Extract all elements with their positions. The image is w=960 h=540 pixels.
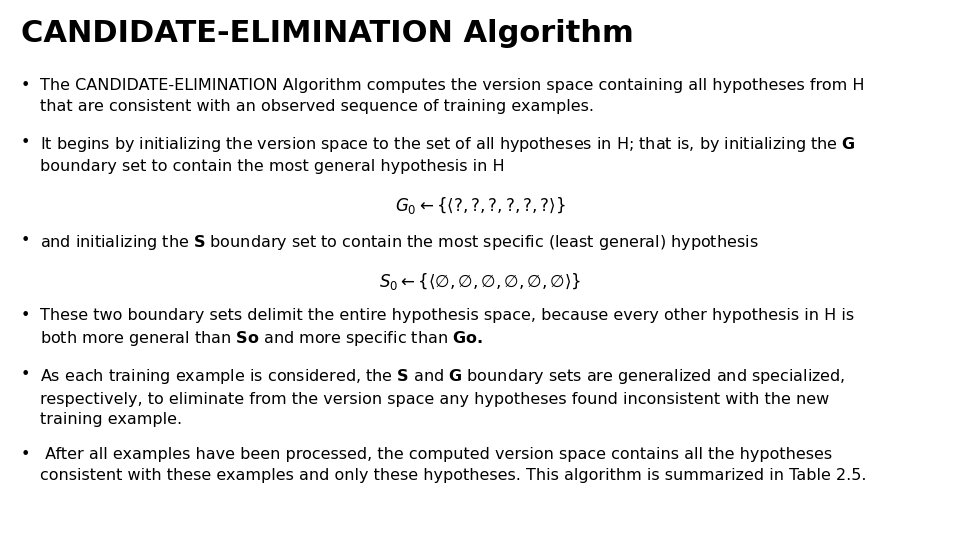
Text: $S_0 \leftarrow \{\langle\emptyset, \emptyset, \emptyset, \emptyset, \emptyset, : $S_0 \leftarrow \{\langle\emptyset, \emp… [379, 271, 581, 292]
Text: It begins by initializing the version space to the set of all hypotheses in H; t: It begins by initializing the version sp… [40, 135, 856, 174]
Text: •: • [21, 135, 31, 150]
Text: The CANDIDATE-ELIMINATION Algorithm computes the version space containing all hy: The CANDIDATE-ELIMINATION Algorithm comp… [40, 78, 865, 114]
Text: •: • [21, 78, 31, 93]
Text: •: • [21, 308, 31, 323]
Text: and initializing the $\mathbf{S}$ boundary set to contain the most specific (lea: and initializing the $\mathbf{S}$ bounda… [40, 233, 758, 252]
Text: •: • [21, 447, 31, 462]
Text: After all examples have been processed, the computed version space contains all : After all examples have been processed, … [40, 447, 867, 483]
Text: •: • [21, 233, 31, 248]
Text: These two boundary sets delimit the entire hypothesis space, because every other: These two boundary sets delimit the enti… [40, 308, 854, 348]
Text: $G_0 \leftarrow \{\langle?, ?, ?, ?, ?, ?\rangle\}$: $G_0 \leftarrow \{\langle?, ?, ?, ?, ?, … [395, 195, 565, 217]
Text: CANDIDATE-ELIMINATION Algorithm: CANDIDATE-ELIMINATION Algorithm [21, 19, 634, 48]
Text: •: • [21, 367, 31, 382]
Text: As each training example is considered, the $\mathbf{S}$ and $\mathbf{G}$ bounda: As each training example is considered, … [40, 367, 846, 427]
